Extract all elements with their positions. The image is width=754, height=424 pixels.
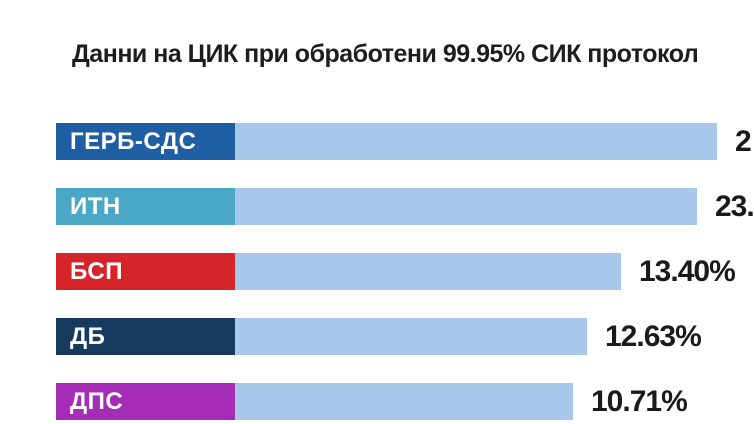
bar-row: ДБ 12.63% [0,318,754,355]
bar [235,383,573,420]
bar [235,318,587,355]
bar-value-label: 23. [715,189,754,223]
party-label: ГЕРБ-СДС [56,123,235,160]
party-label: ДБ [56,318,235,355]
bar [235,253,621,290]
bar-value-label: 12.63% [605,319,702,353]
bar-row: ДПС 10.71% [0,383,754,420]
bar-row: БСП 13.40% [0,253,754,290]
chart-title: Данни на ЦИК при обработени 99.95% СИК п… [72,40,699,68]
bar-value-label: 10.71% [591,384,688,418]
party-label: ИТН [56,188,235,225]
bar-value-label: 2 [735,124,752,158]
bar-value-label: 13.40% [639,254,736,288]
party-label: БСП [56,253,235,290]
bar-row: ИТН 23. [0,188,754,225]
party-label: ДПС [56,383,235,420]
bar [235,123,717,160]
bar-row: ГЕРБ-СДС 2 [0,123,754,160]
bar [235,188,697,225]
